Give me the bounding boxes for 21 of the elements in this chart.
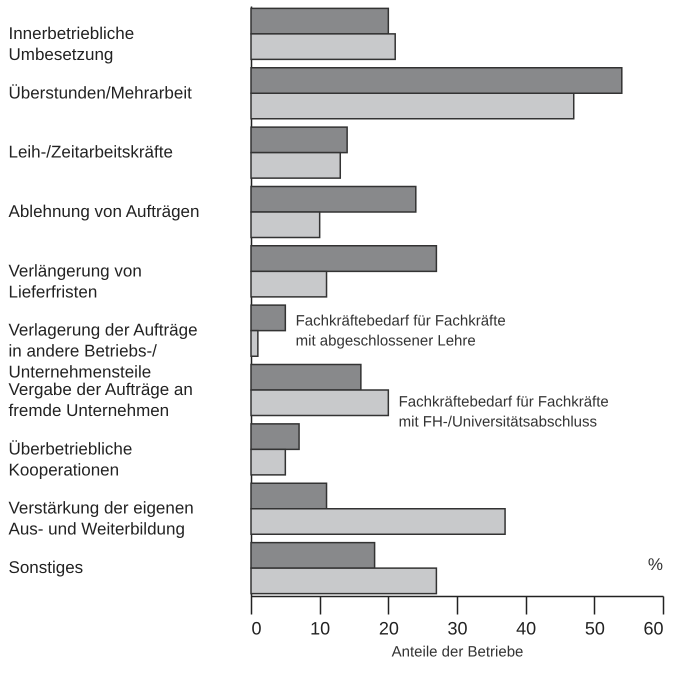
y-tick-label: Innerbetriebliche Umbesetzung <box>8 24 134 64</box>
y-tick-label: Vergabe der Aufträge an fremde Unternehmen <box>8 380 193 420</box>
y-tick-label: Überbetriebliche Kooperationen <box>8 439 132 480</box>
annotation: % <box>648 555 663 574</box>
y-tick-label: Überstunden/Mehrarbeit <box>8 83 192 102</box>
x-tick-label: 20 <box>378 618 399 638</box>
y-tick-label: Verlängerung von Lieferfristen <box>8 261 142 302</box>
y-tick-label: Leih-/Zeitarbeitskräfte <box>8 142 173 162</box>
x-tick-label: 10 <box>310 618 330 638</box>
y-tick-label: Sonstiges <box>8 558 84 578</box>
x-tick-label: 0 <box>252 618 262 638</box>
y-tick-label: Verlagerung der Aufträge in andere Betriebs-/ Unternehmensteile <box>8 320 198 382</box>
x-axis-title: Anteile der Betriebe <box>392 644 524 660</box>
y-tick-label: Verstärkung der eigenen Aus- und Weiterbildung <box>8 498 194 539</box>
x-tick-label: 60 <box>643 618 664 638</box>
series-label: Fachkräftebedarf für Fachkräfte mit FH-/Universitätsabschluss <box>398 393 609 430</box>
series-label: Fachkräftebedarf für Fachkräfte mit abgeschlossener Lehre <box>296 312 506 350</box>
y-tick-label: Ablehnung von Aufträgen <box>8 202 200 221</box>
x-tick-label: 50 <box>584 618 605 638</box>
x-tick-label: 40 <box>516 618 536 638</box>
x-tick-label: 30 <box>447 618 468 638</box>
